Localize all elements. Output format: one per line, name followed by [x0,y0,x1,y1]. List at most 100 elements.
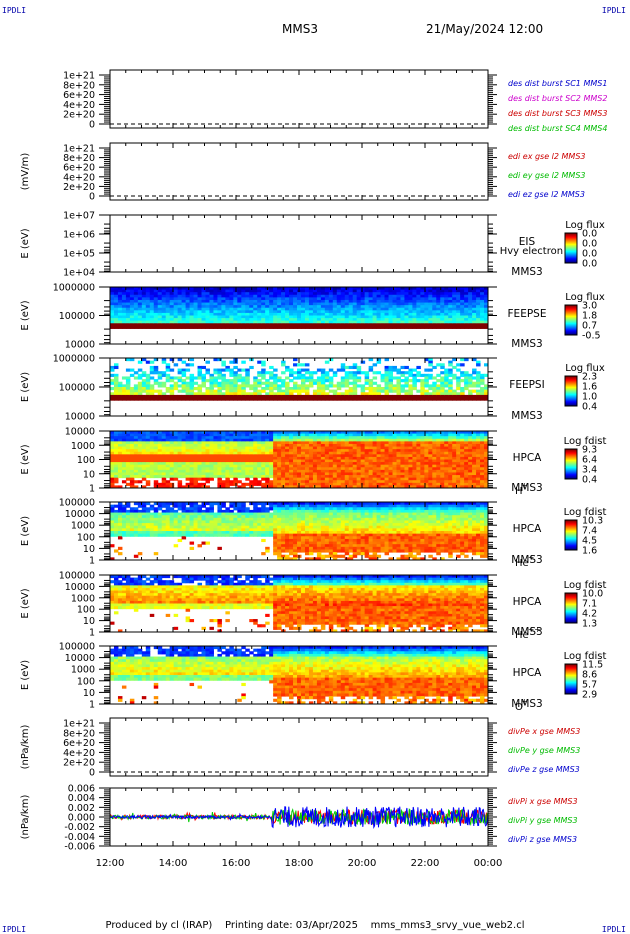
heatmap-cell [217,433,222,437]
heatmap-cell [412,472,417,476]
heatmap-cell [229,315,234,319]
heatmap-cell [412,397,417,401]
heatmap-cell [297,451,302,455]
heatmap-cell [233,441,238,445]
heatmap-cell [428,459,433,463]
heatmap-cell [110,477,115,481]
heatmap-cell [468,299,473,304]
heatmap-cell [444,379,449,383]
heatmap-cell [213,376,218,380]
heatmap-cell [380,431,386,435]
heatmap-cell [384,389,390,393]
heatmap-cell [253,302,258,306]
heatmap-cell [388,469,394,473]
heatmap-cell [137,451,143,455]
heatmap-cell [110,368,115,372]
heatmap-cell [297,392,302,396]
heatmap-cell [380,475,386,479]
heatmap-cell [340,451,346,455]
heatmap-cell [324,436,330,440]
heatmap-cell [110,482,115,486]
heatmap-cell [376,305,382,309]
heatmap-cell [225,289,230,293]
heatmap-cell [245,299,250,304]
heatmap-cell [261,305,266,309]
heatmap-cell [141,302,147,306]
heatmap-cell [308,454,314,458]
heatmap-cell [165,376,171,380]
heatmap-cell [253,381,258,385]
heatmap-cell [388,397,394,401]
heatmap-cell [388,315,394,319]
heatmap-cell [237,462,242,466]
heatmap-cell [193,392,199,396]
heatmap-cell [416,456,421,460]
heatmap-cell [308,469,314,473]
heatmap-cell [316,320,322,324]
heatmap-cell [237,310,242,314]
x-tick-label: 12:00 [96,858,125,869]
heatmap-cell [173,467,179,471]
heatmap-cell [137,299,143,304]
heatmap-cell [332,482,338,486]
heatmap-cell [121,310,127,314]
heatmap-cell [181,389,187,393]
heatmap-cell [213,462,218,466]
heatmap-cell [169,462,175,466]
heatmap-cell [145,446,151,450]
heatmap-cell [209,446,214,450]
heatmap-cell [352,373,358,377]
heatmap-cell [356,475,362,479]
heatmap-cell [340,305,346,309]
heatmap-cell [189,485,195,489]
heatmap-cell [372,315,378,319]
heatmap-cell [297,462,302,466]
heatmap-cell [177,371,183,375]
heatmap-cell [456,441,461,445]
heatmap-cell [205,441,210,445]
heatmap-cell [408,462,413,466]
x-tick-label: 22:00 [411,858,440,869]
heatmap-cell [384,475,390,479]
heatmap-cell [217,323,222,327]
heatmap-cell [261,387,266,391]
heatmap-cell [205,446,210,450]
heatmap-cell [129,480,135,484]
heatmap-cell [460,469,465,473]
heatmap-cell [408,310,413,314]
heatmap-cell [121,469,127,473]
heatmap-cell [412,305,417,309]
heatmap-cell [360,464,366,468]
heatmap-cell [432,394,437,399]
heatmap-cell [324,480,330,484]
heatmap-cell [420,456,425,460]
heatmap-cell [460,392,465,396]
heatmap-cell [265,482,270,486]
colorbar-swatch [565,243,577,245]
heatmap-cell [416,365,421,370]
heatmap-cell [464,446,469,450]
heatmap-cell [261,436,266,440]
heatmap-cell [157,299,163,304]
heatmap-cell [412,307,417,311]
heatmap-cell [269,384,274,388]
heatmap-cell [300,289,306,293]
heatmap-cell [320,472,326,476]
y-axis-label: E (eV) [20,300,31,330]
heatmap-cell [464,462,469,466]
heatmap-cell [348,310,354,314]
heatmap-cell [408,446,413,450]
heatmap-cell [312,325,318,329]
heatmap-cell [133,475,139,479]
heatmap-cell [432,318,437,322]
heatmap-cell [308,297,314,301]
heatmap-cell [269,394,274,399]
heatmap-cell [356,446,362,450]
heatmap-cell [320,323,326,327]
heatmap-cell [452,289,457,293]
heatmap-cell [316,472,322,476]
heatmap-cell [297,441,302,445]
heatmap-cell [324,443,330,448]
heatmap-cell [396,443,401,448]
heatmap-cell [121,318,127,322]
